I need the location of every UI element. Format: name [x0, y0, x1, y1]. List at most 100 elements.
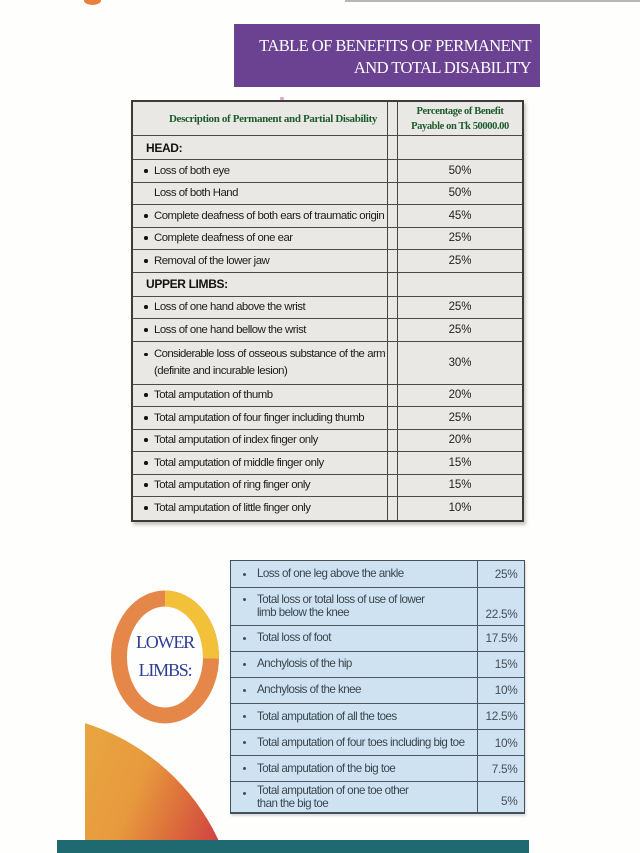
benefit-row: Loss of one hand bellow the wrist 25% [133, 319, 522, 342]
bullet-icon [243, 597, 246, 601]
section-row: HEAD: [133, 136, 522, 160]
bullet-icon [243, 636, 246, 640]
lower-benefit-row: Total amputation of all the toes 12.5% [231, 703, 524, 730]
benefit-row: Considerable loss of osseous substance o… [133, 341, 522, 385]
page-title-line1: TABLE OF BENEFITS OF PERMANENT [259, 36, 531, 55]
page-title-line2: AND TOTAL DISABILITY [353, 57, 532, 77]
benefit-row: Loss of both Hand 50% [133, 182, 522, 205]
percent-cell: 15% [448, 479, 472, 492]
benefit-row: Loss of both eye 50% [133, 160, 522, 183]
benefit-description: Loss of one hand above the wrist [133, 297, 387, 319]
bullet-icon [144, 438, 148, 443]
benefit-description: Removal of the lower jaw [133, 250, 387, 272]
benefit-row: Total amputation of index finger only 20% [133, 429, 522, 452]
lower-benefit-description-line: Total loss of foot [257, 631, 331, 645]
benefit-description: Complete deafness of one ear [133, 228, 387, 250]
lower-limbs-table: Loss of one leg above the ankle 25% Total … [230, 560, 525, 814]
percent-cell: 30% [448, 356, 472, 369]
bullet-icon [144, 506, 148, 511]
lower-benefit-description: Total amputation of all the toes [231, 704, 477, 730]
lower-benefit-description-line: Total loss or total loss of use of lower [257, 592, 425, 606]
lower-benefit-description-line: Total amputation of the big toe [257, 761, 396, 775]
lower-benefit-description: Total loss or total loss of use of lower… [231, 588, 477, 625]
benefit-row: Removal of the lower jaw 25% [133, 250, 522, 273]
lower-benefit-row: Total loss or total loss of use of lower… [231, 588, 524, 626]
benefit-row: Loss of one hand above the wrist 25% [133, 296, 522, 319]
percent-cell: 5% [476, 782, 523, 812]
lower-benefit-row: Total amputation of one toe other than th… [231, 782, 524, 812]
column-divider-gap [387, 319, 398, 341]
section-row: UPPER LIMBS: [133, 272, 522, 297]
section-label: HEAD: [146, 140, 183, 155]
lower-benefit-row: Anchylosis of the hip 15% [231, 651, 524, 678]
percent-cell: 25% [448, 323, 472, 336]
benefit-description-line: (definite and incurable lesion) [154, 364, 288, 377]
percent-cell: 50% [448, 164, 472, 177]
benefit-row: Total amputation of ring finger only 15% [133, 474, 522, 497]
benefit-description: Complete deafness of both ears of trauma… [133, 205, 387, 227]
benefit-description: Total amputation of thumb [133, 385, 387, 407]
lower-benefit-description-line: Total amputation of one toe other [257, 783, 409, 797]
bullet-icon [144, 258, 148, 263]
benefit-description: Loss of both eye [133, 160, 387, 182]
scan-edge-line [345, 0, 640, 2]
lower-benefit-description: Anchylosis of the hip [231, 652, 477, 677]
column-divider-gap [387, 136, 398, 159]
benefit-row: Total amputation of thumb 20% [133, 384, 522, 407]
percent-cell: 20% [448, 434, 472, 447]
column-divider-gap [387, 250, 398, 272]
lower-benefit-description-line: limb below the knee [257, 606, 350, 620]
top-orange-arc [84, 0, 114, 9]
donut-ring-yellow [164, 590, 219, 659]
percent-cell: 25% [476, 561, 523, 587]
section-label: UPPER LIMBS: [146, 277, 228, 291]
column-divider-gap [387, 407, 398, 429]
lower-benefit-description: Anchylosis of the knee [231, 678, 477, 703]
benefit-row: Complete deafness of both ears of trauma… [133, 205, 522, 228]
bullet-icon [243, 662, 246, 666]
bullet-icon [243, 572, 246, 576]
benefit-description: Loss of one hand bellow the wrist [133, 319, 387, 341]
lower-limbs-donut [111, 590, 219, 724]
lower-limbs-label-line1: LOWER [136, 632, 195, 652]
percent-cell: 25% [448, 232, 472, 245]
lower-benefit-description: Loss of one leg above the ankle [231, 561, 477, 587]
column-divider-gap [387, 205, 398, 227]
percent-cell: 10% [476, 677, 523, 703]
benefit-description: Total amputation of four finger includin… [133, 407, 387, 429]
percent-cell [398, 273, 522, 296]
benefits-table-header: Description of Permanent and Partial Dis… [133, 102, 522, 136]
benefit-description-line: Considerable loss of osseous substance o… [154, 348, 386, 360]
benefit-description: Total amputation of little finger only [133, 497, 387, 520]
lower-benefit-description-line: Total amputation of all the toes [257, 709, 397, 723]
bullet-icon [144, 327, 148, 332]
bullet-icon [144, 393, 148, 398]
lower-benefit-description-line: than the big toe [257, 797, 329, 810]
column-divider-gap [387, 384, 398, 406]
corner-circle-clip [85, 710, 235, 853]
lower-benefit-row: Total amputation of the big toe 7.5% [231, 756, 524, 782]
benefit-row: Total amputation of four finger includin… [133, 407, 522, 430]
lower-benefit-row: Anchylosis of the knee 10% [231, 677, 524, 704]
lower-benefit-description: Total amputation of four toes including … [231, 730, 477, 755]
bullet-icon [243, 767, 246, 770]
column-divider-gap [387, 160, 398, 182]
lower-benefit-description-line: Anchylosis of the hip [257, 657, 352, 671]
page-title-banner: TABLE OF BENEFITS OF PERMANENT AND TOTAL… [234, 24, 540, 87]
header-percentage: Percentage of Benefit Payable on Tk 5000… [398, 102, 522, 135]
column-divider-gap [387, 272, 398, 296]
benefit-row: Complete deafness of one ear 25% [133, 227, 522, 250]
percent-cell: 15% [448, 456, 472, 469]
column-divider-gap [387, 182, 398, 204]
bullet-icon [144, 236, 148, 241]
lower-limbs-label: LOWER LIMBS: [124, 628, 206, 684]
lower-benefit-row: Loss of one leg above the ankle 25% [231, 561, 524, 588]
benefit-description: Total amputation of ring finger only [133, 475, 387, 497]
lower-benefit-row: Total amputation of four toes including … [231, 730, 524, 756]
lower-benefit-description: Total amputation of the big toe [231, 756, 477, 781]
column-divider-gap [387, 102, 398, 135]
percent-cell: 20% [448, 389, 472, 402]
benefit-description: Loss of both Hand [154, 187, 238, 200]
column-divider-gap [387, 429, 398, 451]
percent-cell [398, 136, 522, 159]
